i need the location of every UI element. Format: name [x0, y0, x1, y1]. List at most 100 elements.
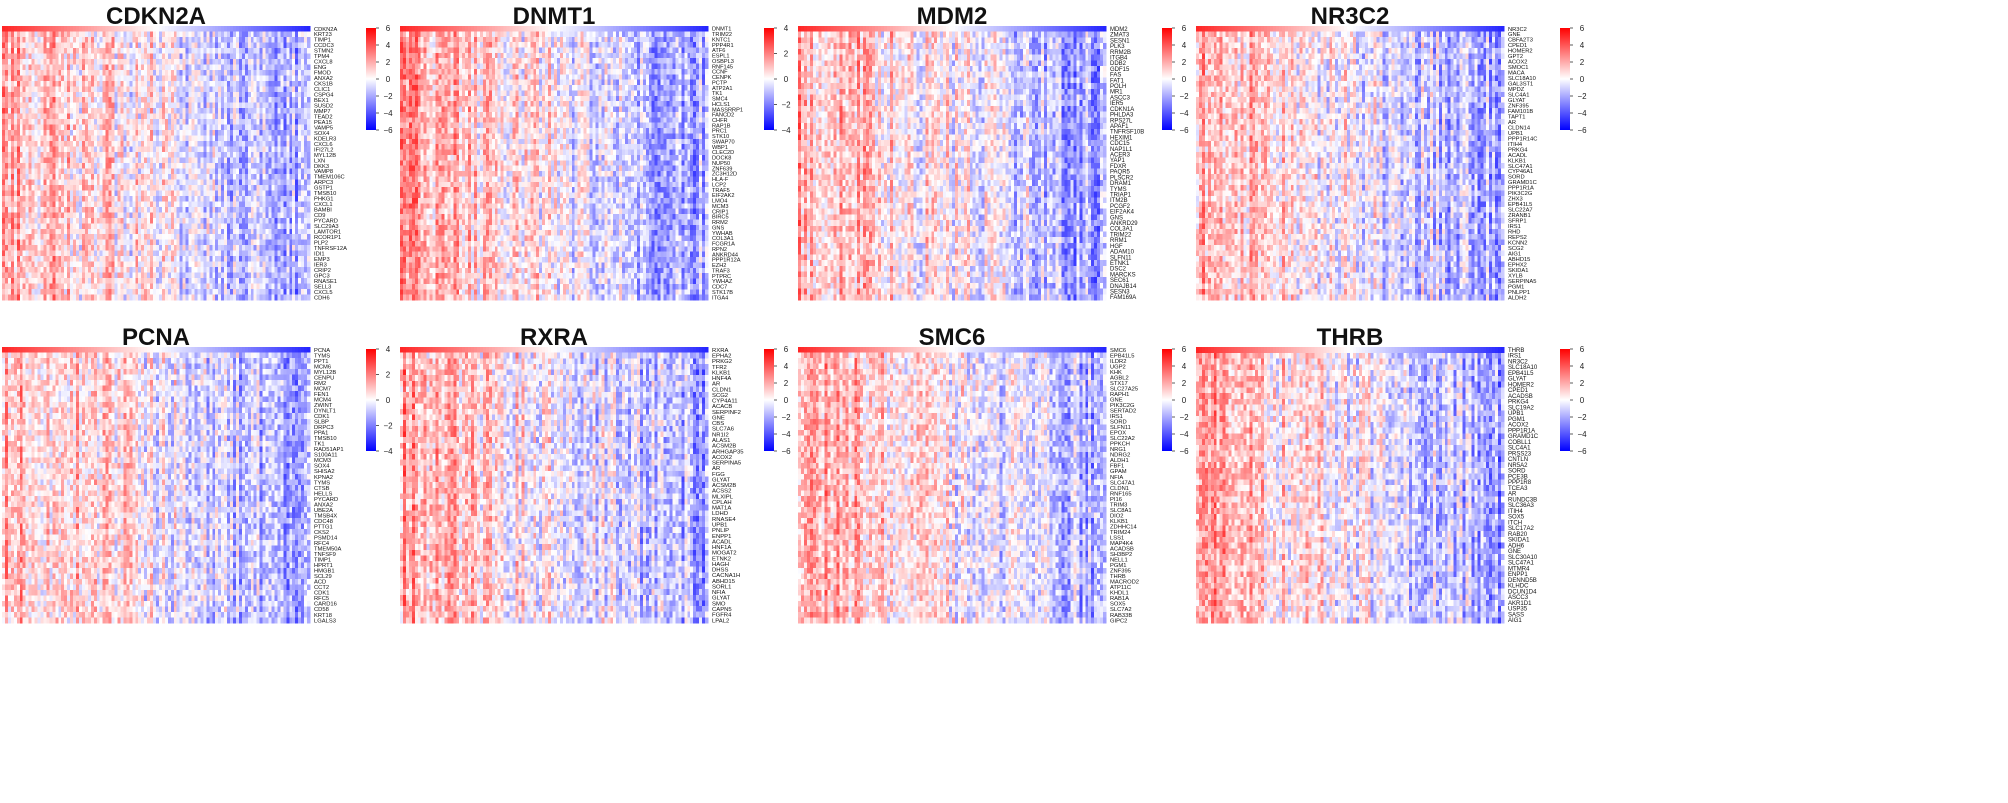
- heatmap-cell: [203, 53, 206, 59]
- heatmap-cell: [5, 196, 8, 202]
- heatmap-cell: [8, 114, 11, 120]
- heatmap-cell: [180, 42, 183, 48]
- heatmap-cell: [147, 114, 150, 120]
- heatmap-cell: [70, 59, 73, 65]
- heatmap-cell: [64, 152, 67, 158]
- heatmap-cell: [277, 152, 280, 158]
- heatmap-cell: [41, 42, 44, 48]
- heatmap-cell: [100, 92, 103, 98]
- heatmap-cell: [162, 168, 165, 174]
- heatmap-cell: [248, 59, 251, 65]
- heatmap-cell: [85, 136, 88, 142]
- heatmap-cell: [46, 141, 49, 147]
- heatmap-cell: [67, 81, 70, 87]
- heatmap-cell: [165, 152, 168, 158]
- heatmap-cell: [183, 31, 186, 37]
- heatmap-cell: [295, 108, 298, 114]
- heatmap-cell: [242, 141, 245, 147]
- heatmap-cell: [141, 86, 144, 92]
- heatmap-cell: [248, 125, 251, 131]
- heatmap-cell: [209, 119, 212, 125]
- heatmap-cell: [269, 168, 272, 174]
- heatmap-cell: [61, 207, 64, 213]
- heatmap-cell: [236, 196, 239, 202]
- heatmap-cell: [49, 59, 52, 65]
- heatmap-cell: [150, 114, 153, 120]
- heatmap-cell: [307, 201, 310, 207]
- heatmap-cell: [126, 141, 129, 147]
- heatmap-cell: [135, 48, 138, 54]
- heatmap-cell: [242, 147, 245, 153]
- heatmap-cell: [197, 81, 200, 87]
- heatmap-cell: [269, 48, 272, 54]
- heatmap-cell: [106, 190, 109, 196]
- heatmap-cell: [5, 179, 8, 185]
- heatmap-cell: [35, 31, 38, 37]
- heatmap-cell: [79, 201, 82, 207]
- heatmap-cell: [32, 103, 35, 109]
- heatmap-cell: [289, 48, 292, 54]
- heatmap-cell: [61, 75, 64, 81]
- heatmap-cell: [73, 53, 76, 59]
- heatmap-cell: [26, 201, 29, 207]
- heatmap-cell: [200, 31, 203, 37]
- heatmap-cell: [29, 81, 32, 87]
- heatmap-cell: [174, 92, 177, 98]
- heatmap-cell: [150, 108, 153, 114]
- heatmap-cell: [147, 42, 150, 48]
- heatmap-cell: [82, 174, 85, 180]
- heatmap-cell: [251, 114, 254, 120]
- heatmap-cell: [112, 212, 115, 218]
- heatmap-cell: [132, 59, 135, 65]
- heatmap-cell: [109, 48, 112, 54]
- heatmap-cell: [52, 31, 55, 37]
- heatmap-cell: [283, 48, 286, 54]
- heatmap-cell: [272, 201, 275, 207]
- heatmap-cell: [135, 75, 138, 81]
- heatmap-cell: [227, 163, 230, 169]
- heatmap-cell: [91, 64, 94, 70]
- heatmap-cell: [218, 114, 221, 120]
- heatmap-cell: [162, 92, 165, 98]
- heatmap-cell: [162, 37, 165, 43]
- heatmap-cell: [2, 130, 5, 136]
- heatmap-cell: [2, 64, 5, 70]
- heatmap-cell: [248, 207, 251, 213]
- heatmap-cell: [174, 125, 177, 131]
- heatmap-cell: [162, 119, 165, 125]
- heatmap-cell: [162, 185, 165, 191]
- heatmap-cell: [94, 158, 97, 164]
- heatmap-cell: [17, 92, 20, 98]
- heatmap-cell: [274, 212, 277, 218]
- heatmap-cell: [20, 70, 23, 76]
- heatmap-cell: [118, 53, 121, 59]
- heatmap-cell: [221, 190, 224, 196]
- heatmap-cell: [147, 168, 150, 174]
- heatmap-cell: [20, 64, 23, 70]
- heatmap-cell: [218, 86, 221, 92]
- heatmap-cell: [257, 136, 260, 142]
- heatmap-cell: [266, 26, 269, 32]
- heatmap-cell: [269, 179, 272, 185]
- heatmap-cell: [274, 152, 277, 158]
- heatmap-cell: [129, 42, 132, 48]
- heatmap-cell: [180, 125, 183, 131]
- heatmap-cell: [260, 37, 263, 43]
- heatmap-cell: [11, 59, 14, 65]
- heatmap-cell: [230, 81, 233, 87]
- heatmap-cell: [17, 108, 20, 114]
- heatmap-cell: [94, 119, 97, 125]
- heatmap-cell: [97, 174, 100, 180]
- heatmap-cell: [195, 114, 198, 120]
- heatmap-cell: [144, 119, 147, 125]
- heatmap-cell: [292, 64, 295, 70]
- heatmap-cell: [91, 136, 94, 142]
- heatmap-cell: [189, 158, 192, 164]
- heatmap-cell: [195, 103, 198, 109]
- heatmap-cell: [138, 147, 141, 153]
- heatmap-cell: [180, 212, 183, 218]
- heatmap-cell: [215, 108, 218, 114]
- heatmap-cell: [260, 26, 263, 32]
- heatmap-cell: [70, 130, 73, 136]
